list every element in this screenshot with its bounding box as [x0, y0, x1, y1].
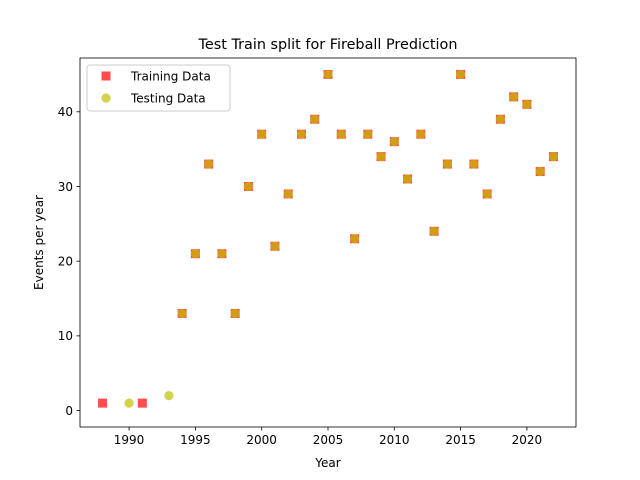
testing-data-point [270, 241, 280, 251]
plot-area [98, 69, 559, 408]
y-tick-label: 10 [58, 329, 73, 343]
testing-data-point [177, 308, 187, 319]
testing-data-point [469, 159, 479, 169]
testing-data-point [204, 159, 214, 169]
y-axis-label: Events per year [32, 195, 46, 290]
testing-data-point [495, 114, 506, 124]
testing-data-point [323, 69, 333, 80]
testing-data-point [535, 166, 545, 177]
testing-data-point [336, 129, 346, 139]
y-tick-label: 20 [58, 254, 73, 268]
x-tick-label: 1995 [180, 433, 211, 447]
testing-data-point [243, 181, 254, 192]
training-data-point [98, 398, 108, 408]
testing-data-point [509, 92, 519, 102]
chart-title: Test Train split for Fireball Prediction [198, 37, 458, 53]
testing-data-point [456, 69, 466, 80]
x-tick-label: 2020 [512, 433, 543, 447]
x-tick-label: 1990 [114, 433, 145, 447]
x-tick-label: 2010 [379, 433, 410, 447]
testing-data-point [522, 99, 532, 109]
x-tick-label: 2005 [313, 433, 344, 447]
legend-frame [86, 64, 231, 112]
x-tick-label: 2000 [246, 433, 277, 447]
testing-data-point [442, 159, 452, 169]
testing-data-point [402, 174, 413, 184]
testing-data-point [217, 249, 227, 259]
testing-data-point [349, 234, 360, 244]
training-data-point [137, 398, 147, 408]
testing-data-point [296, 129, 307, 139]
testing-data-point [363, 129, 373, 139]
testing-data-point [416, 129, 426, 139]
testing-data-point [429, 226, 439, 236]
testing-data-point [164, 391, 174, 401]
testing-data-point [376, 151, 386, 162]
x-tick-label: 2015 [445, 433, 476, 447]
testing-data-point [548, 151, 559, 162]
testing-data-point [230, 308, 240, 319]
testing-data-point [257, 129, 267, 139]
legend: Training Data Testing Data [86, 64, 231, 112]
x-axis: 1990 1995 2000 2005 2010 2015 2020 [114, 427, 542, 447]
legend-label-training: Training Data [130, 70, 211, 84]
testing-data-point [482, 189, 492, 199]
testing-data-point [283, 189, 293, 199]
x-axis-label: Year [314, 456, 340, 470]
testing-data-point [389, 137, 399, 147]
y-tick-label: 30 [58, 180, 73, 194]
y-tick-label: 0 [65, 404, 73, 418]
y-tick-label: 40 [58, 105, 73, 119]
legend-label-testing: Testing Data [130, 92, 206, 106]
testing-data-point [310, 114, 320, 124]
y-axis: 0 10 20 30 40 [58, 105, 80, 418]
legend-marker-training [101, 71, 111, 81]
testing-data-point [124, 398, 134, 408]
legend-marker-testing [101, 93, 111, 103]
testing-data-point [190, 249, 200, 259]
